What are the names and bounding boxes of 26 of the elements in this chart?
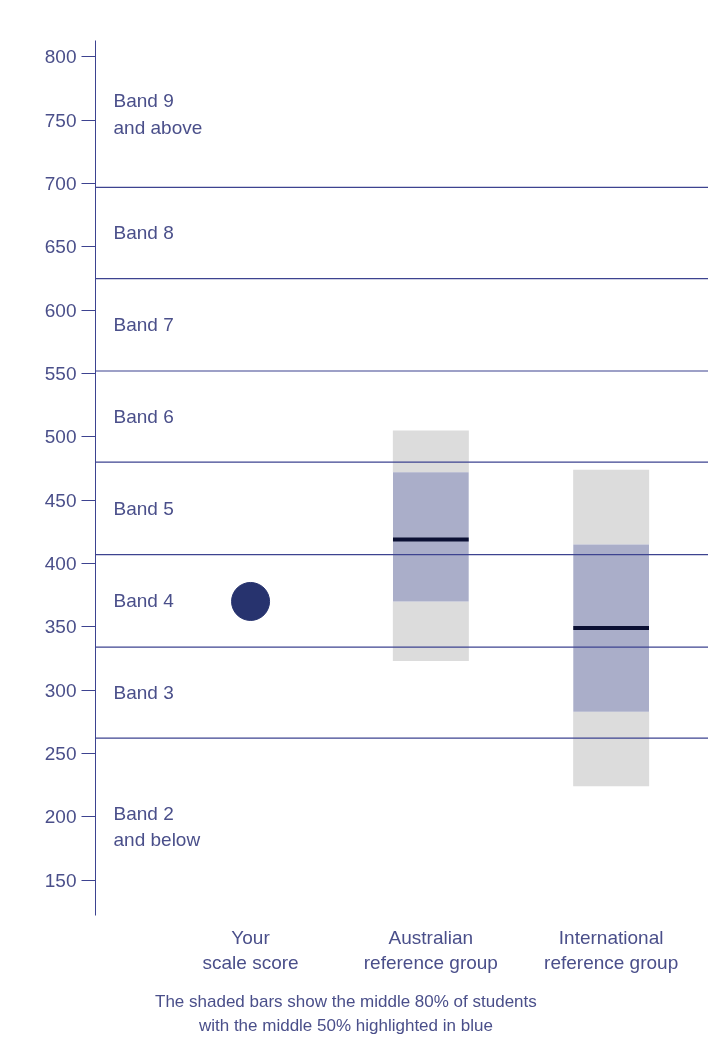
annotation: Band 2 and below	[113, 803, 201, 851]
y-tick-label: 450	[44, 489, 77, 511]
y-tick-label: 750	[44, 109, 77, 131]
y-tick-label: 650	[44, 236, 77, 258]
y-tick-label: 600	[44, 299, 77, 321]
annotation: Band 9 and above	[113, 90, 203, 138]
y-tick-label: 200	[44, 806, 77, 828]
y-tick-label: 500	[44, 426, 77, 448]
y-tick-label: 350	[44, 616, 77, 638]
y-tick-label: 250	[44, 742, 77, 764]
annotation: Band 6	[113, 406, 174, 428]
x-tick-label: International reference group	[544, 926, 679, 973]
y-tick-label: 800	[44, 46, 77, 68]
annotation: Band 3	[113, 682, 174, 704]
text: The shaded bars show the middle 80% of students with the middle 50% highlighted in blue	[155, 991, 537, 1038]
annotation: Band 4	[113, 590, 175, 612]
y-tick-label: 400	[44, 552, 77, 574]
y-tick-label: 550	[44, 363, 77, 385]
y-tick-label: 150	[44, 869, 77, 891]
annotation: Band 5	[113, 497, 174, 519]
annotation: Band 7	[113, 314, 174, 336]
y-tick-label: 300	[44, 679, 77, 701]
y-tick-label: 700	[44, 173, 77, 195]
x-tick-label: Australian reference group	[363, 926, 498, 973]
x-tick-label: Your scale score	[202, 926, 299, 973]
annotation: Band 8	[113, 222, 174, 244]
